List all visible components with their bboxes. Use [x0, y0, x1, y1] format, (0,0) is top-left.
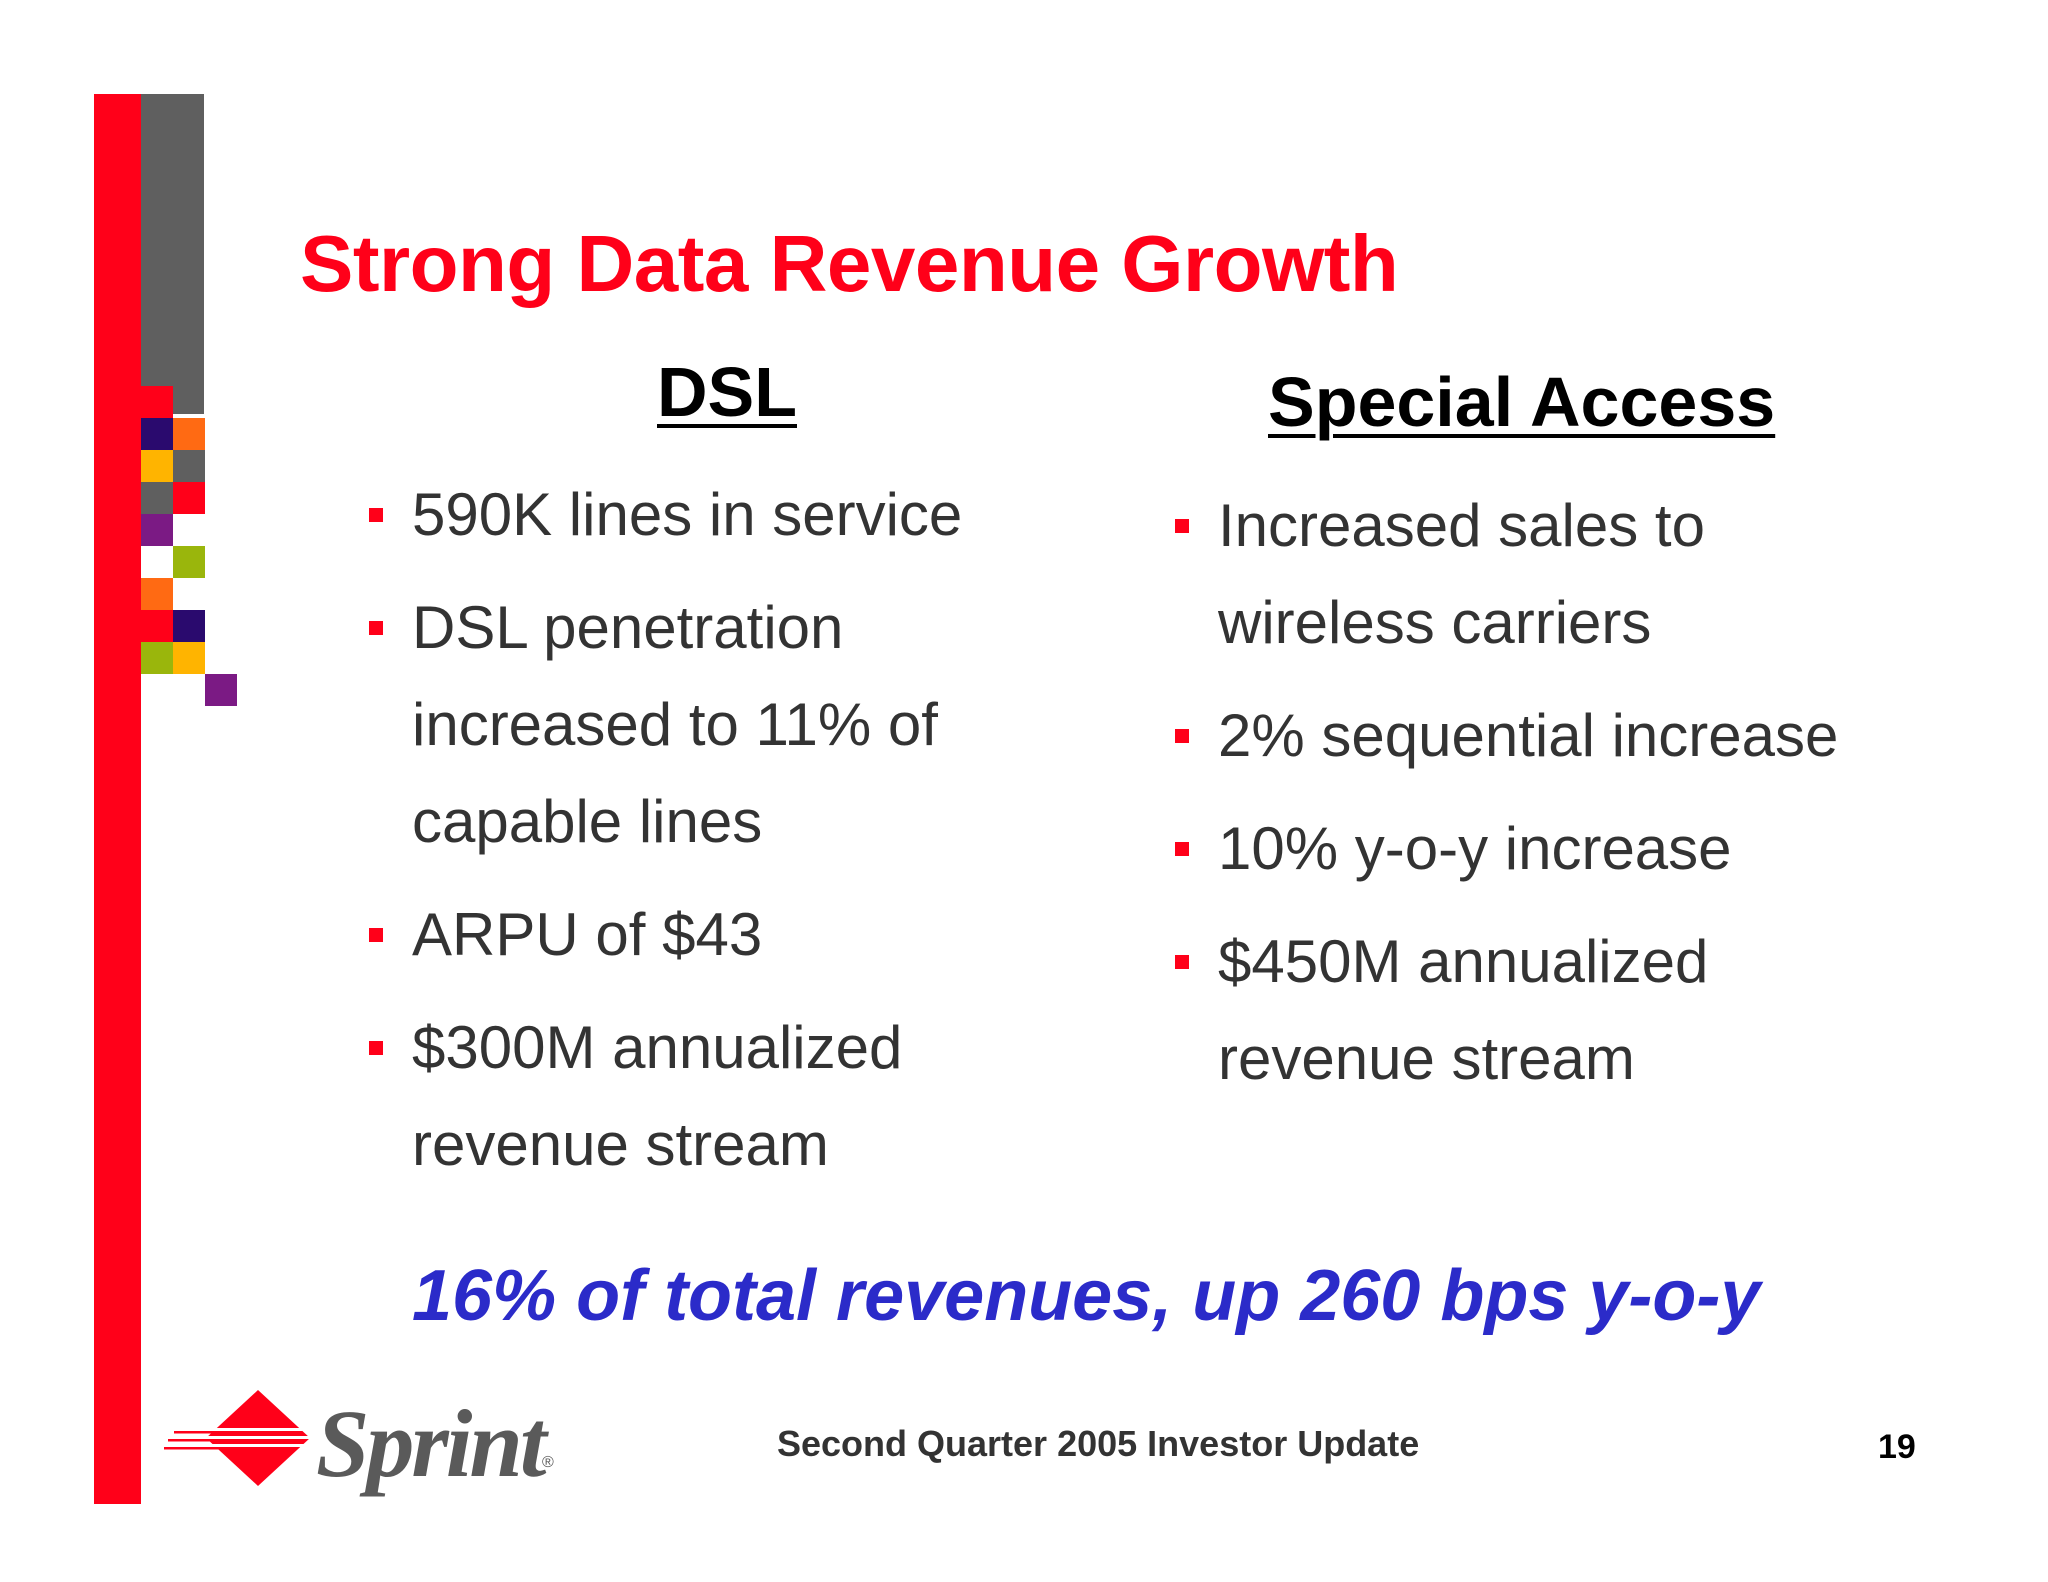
special-access-bullet-item: Increased sales to wireless carriers	[1175, 477, 1918, 671]
deco-square	[141, 386, 173, 418]
special-access-bullet-text: Increased sales to wireless carriers	[1218, 492, 1705, 656]
deco-square	[173, 418, 205, 450]
dsl-bullet-list: 590K lines in service DSL penetration in…	[369, 466, 1032, 1209]
bullet-square-icon	[369, 1041, 383, 1055]
registered-mark: ®	[542, 1454, 554, 1471]
special-access-bullet-item: 2% sequential increase	[1175, 687, 1918, 784]
sprint-wordmark: Sprint	[316, 1390, 546, 1497]
special-access-bullet-list: Increased sales to wireless carriers 2% …	[1175, 477, 1918, 1123]
deco-square	[173, 546, 205, 578]
page-number: 19	[1878, 1428, 1916, 1466]
dsl-heading: DSL	[657, 353, 797, 431]
bullet-square-icon	[1175, 729, 1189, 743]
dsl-bullet-text: ARPU of $43	[412, 901, 763, 968]
sprint-logo: Sprint ®	[164, 1388, 584, 1498]
deco-square	[141, 418, 173, 450]
slide-title: Strong Data Revenue Growth	[300, 219, 1399, 308]
deco-square	[205, 674, 237, 706]
sprint-diamond-icon	[164, 1390, 312, 1486]
deco-square	[141, 642, 173, 674]
deco-square	[173, 610, 205, 642]
deco-square	[141, 578, 173, 610]
dsl-bullet-item: 590K lines in service	[369, 466, 1032, 563]
bullet-square-icon	[369, 928, 383, 942]
footer-text: Second Quarter 2005 Investor Update	[777, 1423, 1420, 1464]
dsl-bullet-text: $300M annualized revenue stream	[412, 1014, 903, 1178]
dsl-bullet-item: DSL penetration increased to 11% of capa…	[369, 579, 1032, 870]
bullet-square-icon	[1175, 955, 1189, 969]
summary-tagline: 16% of total revenues, up 260 bps y-o-y	[412, 1256, 1761, 1336]
deco-square	[141, 482, 173, 514]
dsl-bullet-text: 590K lines in service	[412, 481, 963, 548]
bullet-square-icon	[1175, 842, 1189, 856]
deco-square	[141, 610, 173, 642]
special-access-bullet-item: $450M annualized revenue stream	[1175, 913, 1918, 1107]
deco-square	[141, 514, 173, 546]
left-gray-bar	[141, 94, 204, 414]
bullet-square-icon	[369, 508, 383, 522]
special-access-bullet-text: 2% sequential increase	[1218, 702, 1839, 769]
deco-square	[141, 450, 173, 482]
dsl-bullet-item: ARPU of $43	[369, 886, 1032, 983]
deco-square	[173, 450, 205, 482]
special-access-heading: Special Access	[1268, 363, 1776, 441]
special-access-bullet-text: $450M annualized revenue stream	[1218, 928, 1709, 1092]
bullet-square-icon	[1175, 519, 1189, 533]
deco-square	[173, 482, 205, 514]
dsl-bullet-item: $300M annualized revenue stream	[369, 999, 1032, 1193]
special-access-bullet-text: 10% y-o-y increase	[1218, 815, 1732, 882]
special-access-bullet-item: 10% y-o-y increase	[1175, 800, 1918, 897]
dsl-bullet-text: DSL penetration increased to 11% of capa…	[412, 594, 938, 855]
bullet-square-icon	[369, 621, 383, 635]
left-red-bar	[94, 94, 141, 1504]
deco-square	[173, 642, 205, 674]
